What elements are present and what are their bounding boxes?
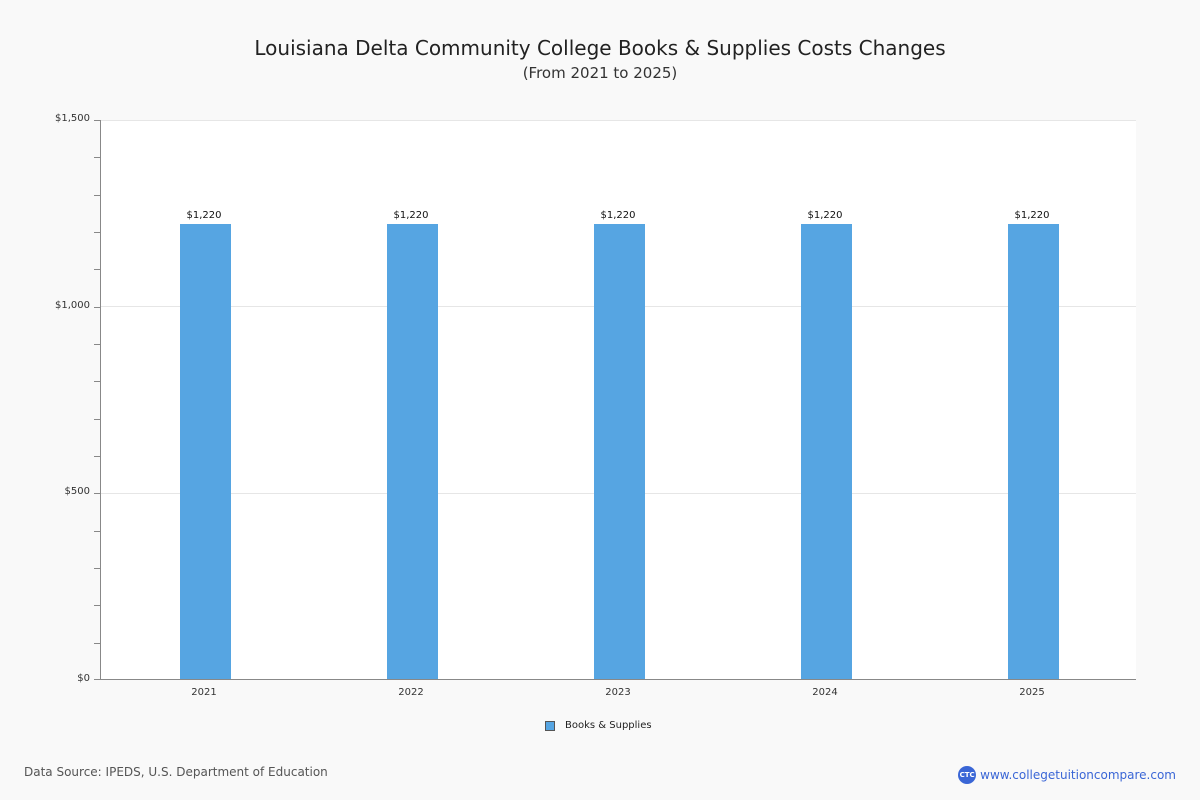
gridline	[101, 120, 1136, 121]
x-label: 2025	[1019, 687, 1045, 698]
bar-value-label: $1,220	[1014, 210, 1050, 221]
legend-swatch-icon	[545, 720, 555, 731]
chart-subtitle: (From 2021 to 2025)	[522, 64, 678, 82]
y-minor-tick	[94, 232, 100, 233]
y-minor-tick	[94, 605, 100, 606]
y-minor-tick	[94, 568, 100, 569]
y-label: $0	[77, 673, 90, 684]
y-minor-tick	[94, 456, 100, 457]
bar-value-label: $1,220	[807, 210, 843, 221]
y-tick	[94, 679, 100, 680]
brand-url: www.collegetuitioncompare.com	[980, 768, 1176, 782]
brand-link[interactable]: CTC www.collegetuitioncompare.com	[958, 766, 1176, 784]
x-label: 2024	[812, 687, 838, 698]
x-label: 2022	[398, 687, 424, 698]
y-minor-tick	[94, 195, 100, 196]
y-tick	[94, 120, 100, 121]
y-minor-tick	[94, 643, 100, 644]
bar-2024[interactable]	[801, 224, 852, 679]
bar-2021[interactable]	[180, 224, 231, 679]
bar-value-label: $1,220	[186, 210, 222, 221]
y-tick	[94, 493, 100, 494]
bar-value-label: $1,220	[393, 210, 429, 221]
y-minor-tick	[94, 157, 100, 158]
legend-label: Books & Supplies	[565, 720, 652, 731]
bar-2025[interactable]	[1008, 224, 1059, 679]
y-minor-tick	[94, 381, 100, 382]
bar-2022[interactable]	[387, 224, 438, 679]
y-tick	[94, 307, 100, 308]
y-minor-tick	[94, 269, 100, 270]
x-label: 2021	[191, 687, 217, 698]
y-minor-tick	[94, 531, 100, 532]
data-source: Data Source: IPEDS, U.S. Department of E…	[24, 765, 328, 779]
legend-item[interactable]: Books & Supplies	[545, 720, 652, 731]
plot-area	[100, 120, 1136, 680]
y-minor-tick	[94, 344, 100, 345]
y-label: $500	[64, 486, 90, 497]
y-minor-tick	[94, 419, 100, 420]
ctc-logo-icon: CTC	[958, 766, 977, 784]
y-label: $1,500	[55, 113, 90, 124]
bar-value-label: $1,220	[600, 210, 636, 221]
bar-2023[interactable]	[594, 224, 645, 679]
y-label: $1,000	[55, 300, 90, 311]
x-label: 2023	[605, 687, 631, 698]
chart-title: Louisiana Delta Community College Books …	[254, 36, 946, 60]
